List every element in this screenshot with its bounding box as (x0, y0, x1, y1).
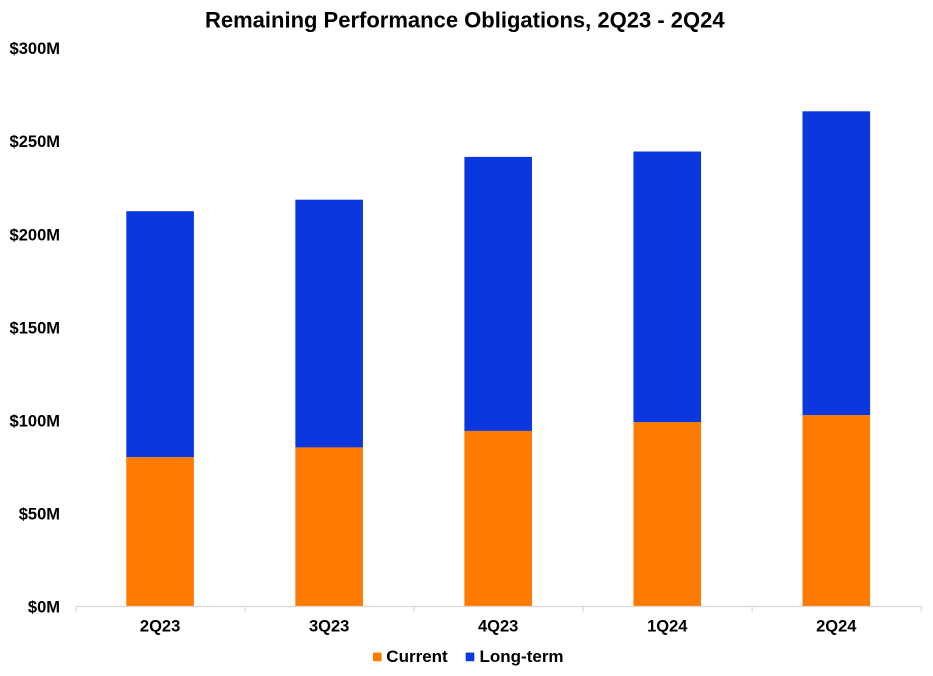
svg-text:$300M: $300M (10, 40, 60, 58)
svg-text:Remaining Performance Obligati: Remaining Performance Obligations, 2Q23 … (205, 8, 725, 33)
svg-text:4Q23: 4Q23 (478, 618, 518, 636)
svg-text:$0M: $0M (28, 599, 60, 617)
svg-text:1Q24: 1Q24 (647, 618, 688, 636)
svg-text:$150M: $150M (10, 319, 60, 337)
svg-text:3Q23: 3Q23 (309, 618, 349, 636)
svg-text:Long-term: Long-term (480, 647, 564, 666)
svg-text:$200M: $200M (10, 226, 60, 244)
svg-text:Current: Current (386, 647, 448, 666)
svg-text:2Q24: 2Q24 (816, 618, 857, 636)
svg-text:$250M: $250M (10, 133, 60, 151)
svg-text:$50M: $50M (19, 506, 60, 524)
svg-text:2Q23: 2Q23 (140, 618, 180, 636)
svg-text:$100M: $100M (10, 412, 60, 430)
